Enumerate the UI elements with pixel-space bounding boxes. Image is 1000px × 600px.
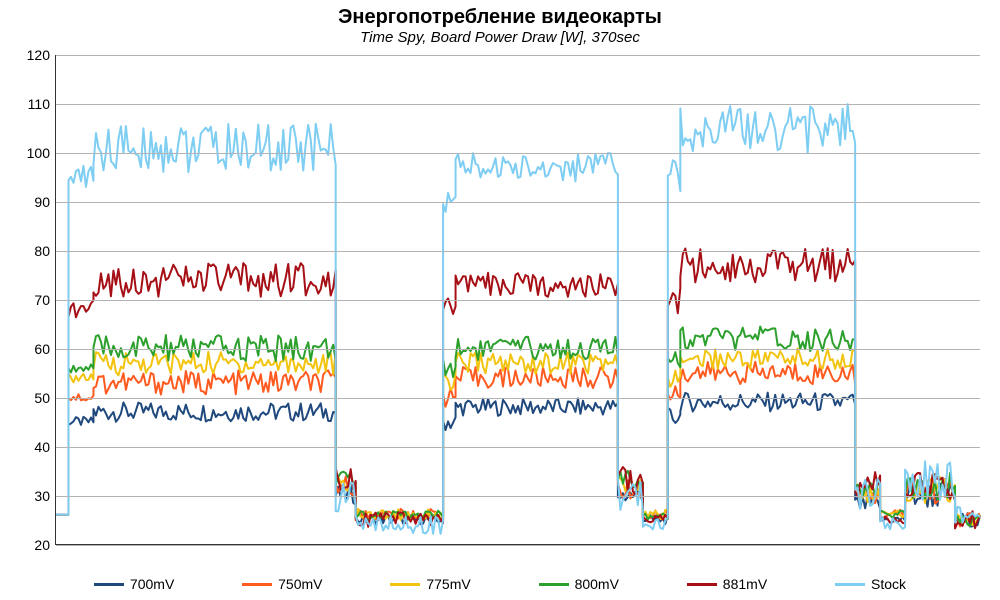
legend-swatch: [835, 583, 865, 586]
gridline: [56, 300, 980, 301]
ytick-label: 100: [27, 145, 56, 161]
ytick-label: 40: [34, 439, 56, 455]
legend-label: 881mV: [723, 576, 767, 592]
ytick-label: 80: [34, 243, 56, 259]
gridline: [56, 251, 980, 252]
gridline: [56, 202, 980, 203]
legend: 700mV 750mV 775mV 800mV 881mV Stock: [0, 576, 1000, 592]
legend-item: Stock: [835, 576, 906, 592]
ytick-label: 70: [34, 292, 56, 308]
legend-item: 700mV: [94, 576, 174, 592]
ytick-label: 30: [34, 488, 56, 504]
gridline: [56, 55, 980, 56]
ytick-label: 110: [28, 96, 56, 112]
legend-swatch: [687, 583, 717, 586]
power-chart: Энергопотребление видеокарты Time Spy, B…: [0, 0, 1000, 600]
legend-label: Stock: [871, 576, 906, 592]
gridline: [56, 104, 980, 105]
ytick-label: 90: [34, 194, 56, 210]
legend-item: 775mV: [390, 576, 470, 592]
series-line-750mv: [56, 362, 980, 526]
chart-subtitle: Time Spy, Board Power Draw [W], 370sec: [0, 29, 1000, 46]
gridline: [56, 545, 980, 546]
ytick-label: 60: [34, 341, 56, 357]
legend-label: 750mV: [278, 576, 322, 592]
legend-item: 800mV: [539, 576, 619, 592]
gridline: [56, 447, 980, 448]
legend-item: 881mV: [687, 576, 767, 592]
legend-swatch: [94, 583, 124, 586]
gridline: [56, 496, 980, 497]
ytick-label: 50: [34, 390, 56, 406]
gridline: [56, 349, 980, 350]
series-line-700mv: [56, 393, 980, 527]
legend-swatch: [242, 583, 272, 586]
legend-label: 700mV: [130, 576, 174, 592]
ytick-label: 20: [34, 537, 56, 553]
legend-item: 750mV: [242, 576, 322, 592]
legend-swatch: [539, 583, 569, 586]
series-line-stock: [56, 104, 980, 534]
legend-label: 775mV: [426, 576, 470, 592]
plot-area: 2030405060708090100110120: [55, 55, 980, 545]
legend-label: 800mV: [575, 576, 619, 592]
series-line-881mv: [56, 248, 980, 528]
ytick-label: 120: [27, 47, 56, 63]
legend-swatch: [390, 583, 420, 586]
gridline: [56, 398, 980, 399]
chart-title: Энергопотребление видеокарты: [0, 0, 1000, 29]
gridline: [56, 153, 980, 154]
